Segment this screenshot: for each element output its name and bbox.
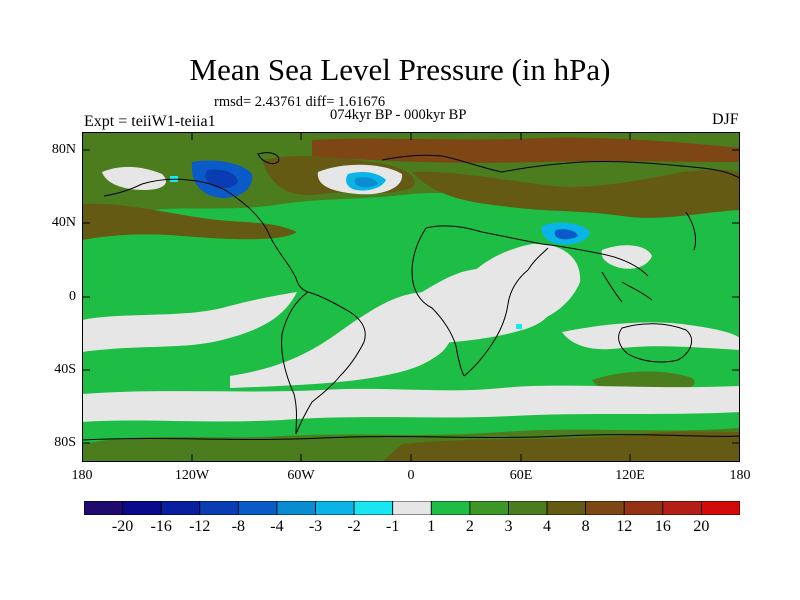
lon-label-0: 0 <box>407 468 415 483</box>
colorbar-label: 1 <box>427 518 436 535</box>
colorbar-label: -16 <box>150 518 172 535</box>
pressure-field <box>82 132 740 462</box>
colorbar-cell <box>84 501 123 515</box>
stats-text: rmsd= 2.43761 diff= 1.61676 <box>214 94 386 110</box>
colorbar-cell <box>122 501 162 515</box>
colorbar-cell <box>508 501 548 515</box>
lon-label-60w: 60W <box>287 468 315 483</box>
lat-label-40n: 40N <box>51 215 76 230</box>
colorbar-cell <box>160 501 201 515</box>
colorbar-cell <box>430 501 471 515</box>
colorbar-label: -20 <box>111 518 134 535</box>
lat-label-80n: 80N <box>51 142 76 157</box>
colorbar-cell <box>546 501 587 515</box>
season-label: DJF <box>712 111 739 128</box>
colorbar-cell <box>199 501 239 515</box>
colorbar-label: 8 <box>581 518 590 535</box>
colorbar-cell <box>623 501 664 515</box>
map-title: Mean Sea Level Pressure (in hPa) <box>189 52 611 87</box>
colorbar-label: -12 <box>189 518 211 535</box>
colorbar-label: 20 <box>693 518 710 535</box>
lon-label-180e: 180 <box>729 468 751 483</box>
lon-label-180w: 180 <box>71 468 93 483</box>
experiment-label: Expt = teiiW1-teiia1 <box>84 113 216 130</box>
colorbar-cell <box>315 501 355 515</box>
lat-label-0: 0 <box>69 289 76 304</box>
colorbar-cell <box>469 501 509 515</box>
lon-label-60e: 60E <box>509 468 533 483</box>
colorbar-label: -3 <box>308 518 323 535</box>
colorbar-label: -2 <box>347 518 361 535</box>
colorbar-label: -4 <box>270 518 284 535</box>
colorbar-cell <box>276 501 316 515</box>
colorbar-cell <box>585 501 625 515</box>
axis-ticks <box>82 132 740 462</box>
colorbar-label: 2 <box>465 518 474 535</box>
map-plot <box>82 132 740 462</box>
colorbar-cell <box>237 501 278 515</box>
colorbar <box>84 501 740 515</box>
colorbar-label: 16 <box>654 518 671 535</box>
lon-label-120e: 120E <box>615 468 645 483</box>
lat-label-80s: 80S <box>54 435 76 450</box>
colorbar-label: -8 <box>231 518 245 535</box>
colorbar-label: 12 <box>616 518 633 535</box>
lon-label-120w: 120W <box>174 468 210 483</box>
colorbar-label: 3 <box>504 518 513 535</box>
colorbar-cell <box>701 501 740 515</box>
colorbar-cell <box>662 501 702 515</box>
coastlines <box>82 152 740 441</box>
colorbar-label: -1 <box>386 518 400 535</box>
colorbar-cell <box>392 501 432 515</box>
colorbar-label: 4 <box>543 518 552 535</box>
period-text: 074kyr BP - 000kyr BP <box>330 107 467 123</box>
colorbar-cell <box>353 501 394 515</box>
lat-label-40s: 40S <box>54 362 76 377</box>
